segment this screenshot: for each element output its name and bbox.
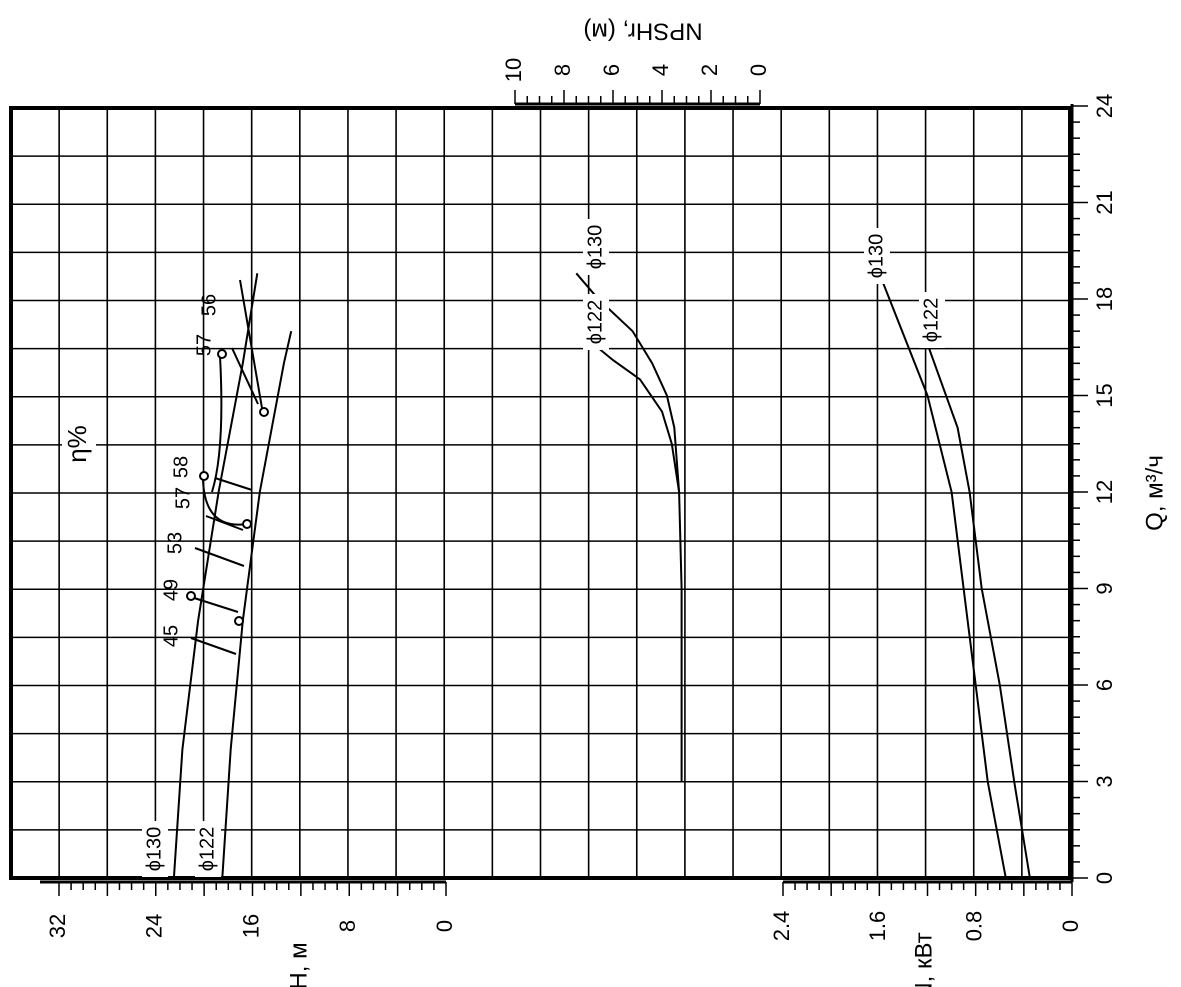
npsh-tick-label: 2 bbox=[697, 64, 722, 76]
npsh-curve bbox=[592, 343, 681, 493]
efficiency-title: η% bbox=[62, 425, 92, 463]
efficiency-contour bbox=[239, 279, 263, 409]
head-curve bbox=[172, 273, 259, 879]
efficiency-label: 56 bbox=[198, 294, 220, 316]
series-label-box bbox=[583, 294, 609, 350]
n-axis-label: N, кВт bbox=[910, 932, 937, 987]
n-tick-label: 0 bbox=[1058, 920, 1083, 932]
axis-layer bbox=[40, 90, 1088, 896]
series-label-box bbox=[919, 292, 945, 348]
efficiency-contour bbox=[190, 596, 239, 613]
q-tick-label: 9 bbox=[1092, 582, 1117, 594]
plot-frame bbox=[9, 106, 1072, 880]
npsh-tick-label: 0 bbox=[746, 64, 771, 76]
q-tick-label: 15 bbox=[1092, 383, 1117, 407]
series-label: ϕ122 bbox=[584, 300, 606, 345]
q-tick-label: 24 bbox=[1092, 94, 1117, 118]
head-curve bbox=[221, 330, 293, 879]
q-tick-label: 21 bbox=[1092, 190, 1117, 214]
efficiency-label: 53 bbox=[164, 532, 186, 554]
efficiency-contour bbox=[214, 477, 253, 491]
h-axis-label: H, м bbox=[285, 942, 312, 987]
series-label: ϕ122 bbox=[920, 298, 942, 343]
efficiency-contour bbox=[202, 479, 248, 526]
q-tick-label: 3 bbox=[1092, 775, 1117, 787]
curve-marker bbox=[242, 519, 252, 529]
efficiency-contour bbox=[231, 347, 259, 405]
h-tick-label: 16 bbox=[238, 914, 263, 938]
power-curve bbox=[926, 343, 1031, 879]
series-label-box bbox=[142, 821, 168, 877]
efficiency-contour bbox=[190, 637, 237, 655]
efficiency-label: 45 bbox=[160, 625, 182, 647]
q-tick-label: 18 bbox=[1092, 287, 1117, 311]
npsh-curve bbox=[575, 272, 683, 782]
efficiency-label: 57 bbox=[193, 334, 215, 356]
efficiency-label: 58 bbox=[170, 456, 192, 478]
series-label-box bbox=[583, 219, 609, 275]
efficiency-title-box bbox=[62, 422, 96, 466]
curve-marker bbox=[259, 407, 269, 417]
efficiency-contour bbox=[211, 355, 223, 493]
npsh-axis-label: NPSHr, (м) bbox=[583, 18, 702, 45]
npsh-tick-label: 8 bbox=[550, 64, 575, 76]
series-label: ϕ130 bbox=[584, 225, 606, 270]
power-curve bbox=[878, 272, 1007, 879]
h-tick-label: 8 bbox=[335, 920, 360, 932]
series-label: ϕ122 bbox=[196, 827, 218, 872]
curve-layer bbox=[172, 272, 1031, 879]
q-tick-label: 6 bbox=[1092, 679, 1117, 691]
series-label-box bbox=[195, 821, 221, 877]
q-tick-label: 0 bbox=[1092, 872, 1117, 884]
npsh-tick-label: 10 bbox=[501, 58, 526, 82]
npsh-tick-label: 6 bbox=[599, 64, 624, 76]
efficiency-label: 57 bbox=[172, 487, 194, 509]
curve-marker bbox=[186, 591, 196, 601]
curve-marker bbox=[199, 471, 209, 481]
curve-marker bbox=[217, 349, 227, 359]
series-label: ϕ130 bbox=[143, 827, 165, 872]
efficiency-contour bbox=[194, 547, 245, 567]
h-tick-label: 0 bbox=[432, 920, 457, 932]
h-tick-label: 24 bbox=[142, 914, 167, 938]
n-tick-label: 0.8 bbox=[961, 911, 986, 942]
q-tick-label: 12 bbox=[1092, 480, 1117, 504]
curve-marker bbox=[234, 616, 244, 626]
series-label: ϕ130 bbox=[865, 234, 887, 279]
efficiency-label: 49 bbox=[160, 579, 182, 601]
series-label-box bbox=[864, 228, 890, 284]
q-axis-label: Q, м³/ч bbox=[1141, 455, 1168, 531]
n-tick-label: 2.4 bbox=[769, 911, 794, 942]
grid-lines bbox=[11, 108, 1070, 878]
npsh-tick-label: 4 bbox=[648, 64, 673, 76]
n-tick-label: 1.6 bbox=[865, 911, 890, 942]
h-tick-label: 32 bbox=[45, 914, 70, 938]
